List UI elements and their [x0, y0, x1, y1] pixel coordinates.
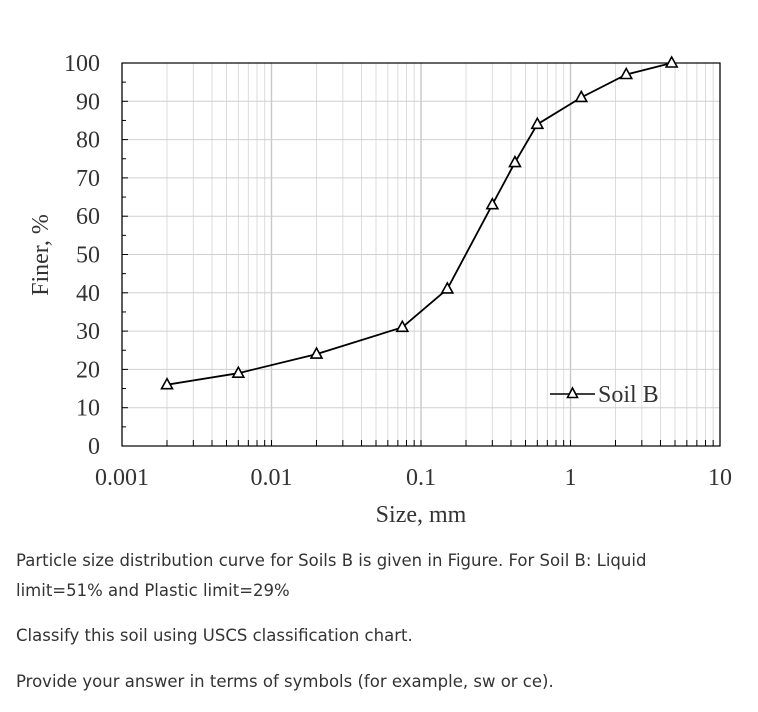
y-tick-label: 40 — [76, 281, 100, 307]
question-text-line3: Classify this soil using USCS classifica… — [16, 626, 413, 645]
y-tick-label: 80 — [76, 128, 100, 154]
x-tick-label: 0.1 — [406, 465, 436, 491]
question-text-line2: limit=51% and Plastic limit=29% — [16, 581, 290, 600]
y-tick-label: 70 — [76, 166, 100, 192]
legend-marker-triangle — [566, 386, 579, 399]
legend-label: Soil B — [598, 382, 659, 408]
y-tick-label: 60 — [76, 204, 100, 230]
x-tick-label: 0.001 — [95, 465, 149, 491]
data-point — [508, 154, 522, 168]
x-tick-label: 0.01 — [251, 465, 293, 491]
data-point — [395, 319, 410, 333]
y-tick-label: 100 — [64, 51, 100, 77]
x-tick-labels: 0.001 0.01 0.1 1 10 — [95, 465, 732, 491]
data-point — [231, 365, 246, 379]
y-tick-label: 30 — [76, 319, 100, 345]
data-point — [440, 281, 455, 294]
series-line — [166, 62, 672, 386]
data-point — [619, 66, 634, 80]
x-axis-label: Size, mm — [376, 502, 467, 528]
data-point — [574, 89, 589, 103]
y-tick-label: 90 — [76, 89, 100, 115]
series-soil-b — [160, 55, 679, 390]
y-tick-label: 50 — [76, 243, 100, 269]
data-point — [485, 197, 500, 210]
data-point — [664, 55, 679, 68]
y-tick-label: 20 — [76, 357, 100, 383]
question-text-line4: Provide your answer in terms of symbols … — [16, 672, 554, 691]
y-axis-label: Finer, % — [28, 214, 54, 296]
legend: Soil B — [550, 382, 659, 408]
y-tick-label: 0 — [88, 434, 100, 460]
y-tick-labels: 0 10 20 30 40 50 60 70 80 90 100 — [64, 51, 100, 460]
x-tick-label: 10 — [708, 465, 732, 491]
y-tick-label: 10 — [76, 396, 100, 422]
axis-ticks — [121, 62, 714, 447]
data-point — [530, 116, 545, 130]
x-tick-label: 1 — [565, 465, 577, 491]
data-point — [160, 377, 174, 390]
question-text-line1: Particle size distribution curve for Soi… — [16, 551, 647, 570]
grain-size-chart: 0 10 20 30 40 50 60 70 80 90 100 0.001 0.01 0.1 1 10 F… — [28, 51, 732, 528]
data-point — [309, 346, 324, 359]
